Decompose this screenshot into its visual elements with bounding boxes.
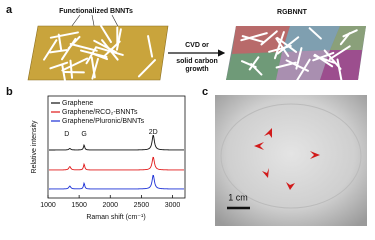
photo xyxy=(215,95,367,226)
raman-chart: 1000 1500 2000 2500 3000 Graphene Graphene/RCO… xyxy=(40,100,184,209)
panel-label: c xyxy=(202,86,208,98)
nanotube xyxy=(308,27,322,40)
nanotube xyxy=(101,40,121,59)
nanotube xyxy=(273,31,285,60)
nanotube xyxy=(241,60,257,69)
nanotube xyxy=(91,57,99,80)
x-tick-label: 2000 xyxy=(102,202,118,209)
panel-label: b xyxy=(6,86,13,98)
spectrum xyxy=(49,134,184,151)
nanotube xyxy=(339,32,351,46)
nanotube xyxy=(328,45,351,61)
nanotube xyxy=(79,49,108,58)
nanotube xyxy=(115,28,122,51)
spectrum xyxy=(49,156,184,171)
nanotube xyxy=(49,61,69,70)
nanotube xyxy=(137,59,157,78)
x-tick-label: 2500 xyxy=(134,202,150,209)
x-tick-label: 3000 xyxy=(165,202,181,209)
nanotube xyxy=(268,44,292,53)
panel-label: a xyxy=(6,4,13,16)
nanotube xyxy=(100,24,112,44)
sample-edge xyxy=(220,103,362,209)
x-axis-label: Raman shift (cm⁻¹) xyxy=(86,214,145,221)
product-label: RGBNNT xyxy=(277,9,308,16)
rgbnnt-substrate xyxy=(226,26,366,80)
nanotube xyxy=(275,37,290,58)
peak-label: 2D xyxy=(149,129,158,136)
spectrum xyxy=(49,174,184,190)
nanotube xyxy=(313,53,334,68)
nanotube xyxy=(95,46,124,56)
nanotube xyxy=(43,39,58,61)
process-label: growth xyxy=(185,66,208,73)
nanotubes xyxy=(43,24,157,83)
scale-bar-label: 1 cm xyxy=(228,192,248,202)
nanotube xyxy=(49,49,68,54)
red-markers xyxy=(254,128,320,190)
peak-label: G xyxy=(81,131,86,138)
nanotube xyxy=(248,56,260,71)
nanotube xyxy=(240,32,268,42)
nanotube xyxy=(276,36,298,53)
nanotube xyxy=(312,51,335,62)
plot-frame xyxy=(47,95,186,199)
nanotube xyxy=(147,35,154,58)
nanotube xyxy=(93,39,118,54)
peak-label: D xyxy=(64,131,69,138)
x-tick-label: 1500 xyxy=(71,202,87,209)
nanotubes xyxy=(240,27,358,86)
nanotube xyxy=(61,63,67,83)
process-label: solid carbon xyxy=(176,58,218,65)
legend-label: Graphene/RCO₂-BNNTs xyxy=(62,109,138,116)
nanotube xyxy=(69,43,98,52)
figure: a Functionalized BNNTs CVD or solid carb… xyxy=(6,4,367,226)
nanotube xyxy=(295,58,311,83)
nanotube xyxy=(260,30,278,46)
nanotube xyxy=(323,49,342,70)
nanotube xyxy=(61,57,89,72)
reactant-label: Functionalized BNNTs xyxy=(59,8,133,15)
nanotube xyxy=(241,35,264,43)
nanotube xyxy=(57,33,63,51)
x-tick-label: 1000 xyxy=(40,202,56,209)
nanotube xyxy=(336,58,344,86)
process-label: CVD or xyxy=(185,42,209,49)
nanotube xyxy=(49,31,79,39)
legend-label: Graphene xyxy=(62,100,93,107)
y-axis-label: Relative intensity xyxy=(31,120,38,173)
nanotube xyxy=(285,59,309,72)
legend-label: Graphene/Pluronic/BNNTs xyxy=(62,118,145,125)
nanotube xyxy=(60,37,77,61)
nanotube xyxy=(69,59,74,79)
